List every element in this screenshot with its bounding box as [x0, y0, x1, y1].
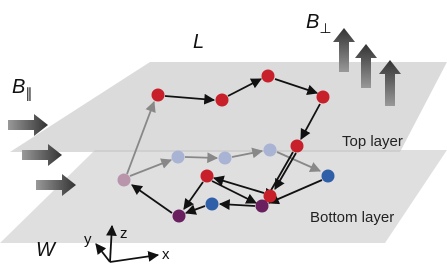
- b-perp-symbol: B: [306, 11, 319, 33]
- bottom-layer-label: Bottom layer: [310, 209, 394, 226]
- axis-y-label: y: [84, 231, 92, 248]
- axis-z-label: z: [120, 225, 128, 242]
- b-parallel-sub: ∥: [25, 85, 32, 101]
- b-parallel-symbol: B: [12, 76, 25, 98]
- top-layer-label: Top layer: [342, 133, 403, 150]
- b-perp-label: B⊥: [306, 11, 332, 36]
- length-label: L: [193, 31, 204, 53]
- b-parallel-label: B∥: [12, 76, 32, 101]
- axis-x-label: x: [162, 246, 170, 263]
- width-label: W: [36, 239, 57, 261]
- b-perp-sub: ⊥: [319, 20, 331, 36]
- diagram: L B∥ B⊥ W Top layer Bottom layer x y z: [0, 0, 447, 271]
